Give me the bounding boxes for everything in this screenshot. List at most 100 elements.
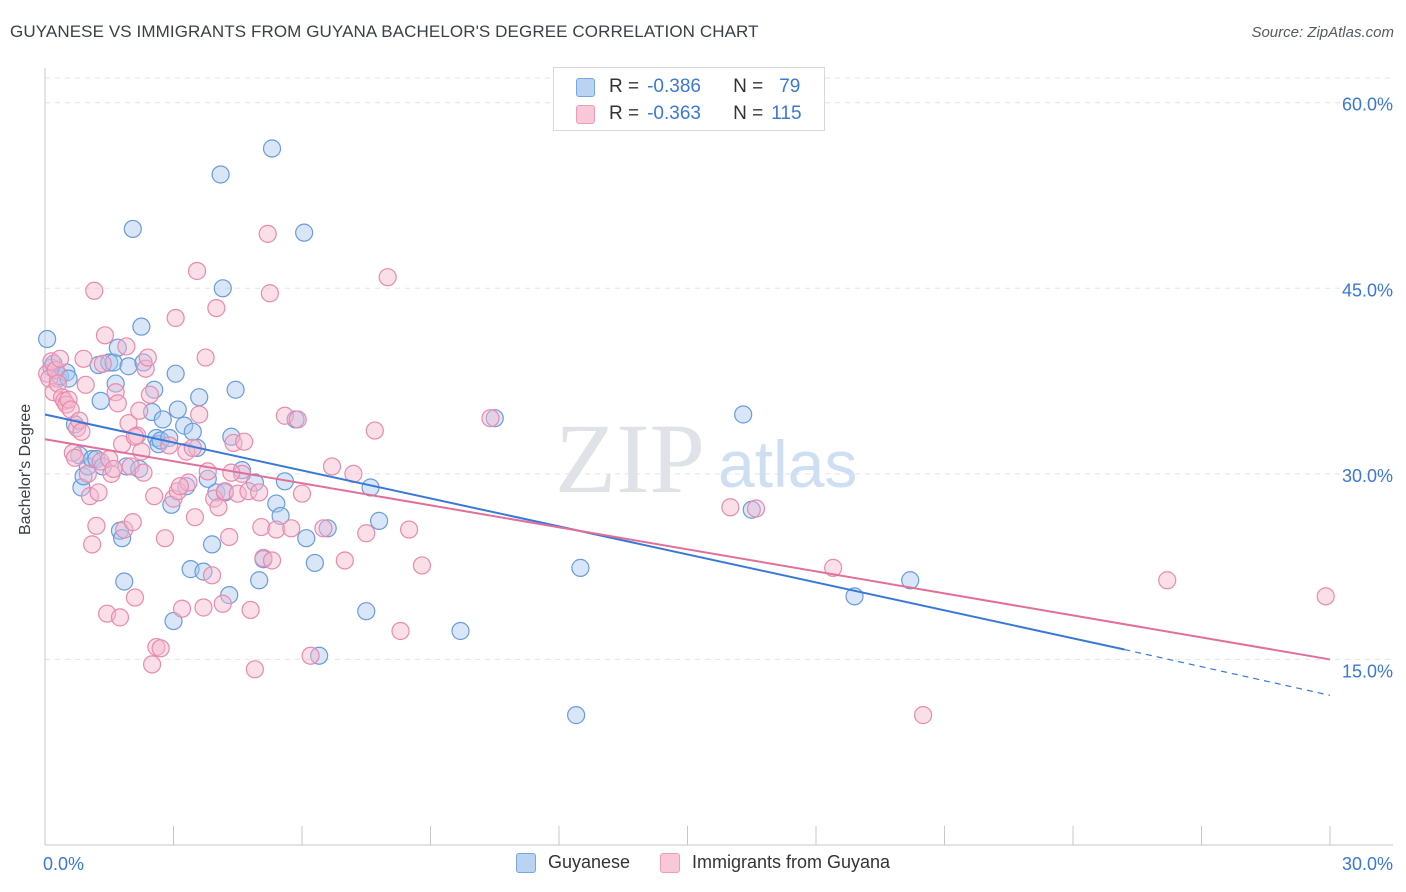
point-immigrants xyxy=(721,498,740,517)
point-immigrants xyxy=(95,326,115,345)
legend-n-value: 115 xyxy=(771,103,802,124)
point-immigrants xyxy=(166,308,185,328)
point-immigrants xyxy=(241,600,260,620)
legend-r-value: -0.363 xyxy=(647,103,701,124)
point-immigrants xyxy=(365,421,384,440)
point-immigrants xyxy=(78,464,97,483)
legend-row-immigrants: R = -0.363 N = 115 xyxy=(576,103,802,125)
point-guyanese xyxy=(250,571,269,590)
point-immigrants xyxy=(260,284,279,303)
point-immigrants xyxy=(282,519,301,538)
point-immigrants xyxy=(87,516,106,535)
point-immigrants xyxy=(412,556,432,575)
point-immigrants xyxy=(481,409,500,428)
point-immigrants xyxy=(187,261,207,281)
legend-label-immigrants: Immigrants from Guyana xyxy=(692,852,891,872)
point-immigrants xyxy=(108,394,127,413)
legend-item-guyanese[interactable]: Guyanese xyxy=(515,852,630,873)
legend-n-label: N = xyxy=(733,103,764,124)
point-immigrants xyxy=(190,405,209,424)
point-immigrants xyxy=(213,594,232,613)
trend-line-immigrants xyxy=(44,438,1331,661)
point-immigrants xyxy=(104,459,123,479)
point-guyanese xyxy=(451,621,470,641)
point-immigrants xyxy=(913,706,933,725)
point-immigrants xyxy=(130,401,149,420)
point-guyanese xyxy=(198,469,217,488)
stats-legend: R = -0.386 N = 79 R = -0.363 N = 115 xyxy=(553,67,825,131)
legend-swatch-blue xyxy=(515,852,536,873)
point-immigrants xyxy=(1158,571,1177,590)
point-guyanese xyxy=(115,572,134,591)
point-immigrants xyxy=(220,527,239,547)
point-immigrants xyxy=(145,487,164,506)
point-guyanese xyxy=(190,388,209,407)
legend-item-immigrants[interactable]: Immigrants from Guyana xyxy=(660,852,890,873)
point-guyanese xyxy=(168,400,187,419)
point-immigrants xyxy=(335,551,354,570)
y-axis-label: Bachelor's Degree xyxy=(17,403,34,535)
point-immigrants xyxy=(322,457,342,476)
point-guyanese xyxy=(485,409,504,428)
point-immigrants xyxy=(194,598,213,617)
tick-labels: 15.0% 30.0% 45.0% 60.0% 0.0% 30.0% xyxy=(43,95,1393,874)
point-immigrants xyxy=(46,360,65,380)
point-guyanese xyxy=(571,558,590,577)
point-immigrants xyxy=(125,588,145,607)
y-tick-label: 45.0% xyxy=(1342,280,1393,300)
point-immigrants xyxy=(142,655,162,674)
point-guyanese xyxy=(166,364,185,383)
point-immigrants xyxy=(235,432,254,451)
point-immigrants xyxy=(228,484,247,503)
y-tick-label: 15.0% xyxy=(1342,661,1393,681)
point-immigrants xyxy=(267,520,286,539)
point-immigrants xyxy=(76,375,95,394)
point-guyanese xyxy=(318,519,337,538)
point-immigrants xyxy=(262,551,282,570)
point-guyanese xyxy=(202,535,222,554)
trend-lines xyxy=(44,413,1331,696)
watermark: ZIP atlas xyxy=(555,403,857,514)
point-guyanese xyxy=(567,706,586,725)
point-immigrants xyxy=(357,524,376,543)
point-guyanese xyxy=(370,511,389,530)
grid-lines xyxy=(45,77,1393,660)
point-immigrants xyxy=(89,483,108,502)
point-immigrants xyxy=(185,508,205,527)
legend-r-label: R = xyxy=(609,76,640,97)
point-immigrants xyxy=(138,348,157,367)
point-immigrants xyxy=(258,224,277,243)
point-immigrants xyxy=(85,281,104,300)
legend-swatch-blue xyxy=(576,77,595,97)
point-immigrants xyxy=(72,422,91,441)
point-guyanese xyxy=(357,602,376,621)
legend-swatch-pink xyxy=(660,852,680,873)
point-guyanese xyxy=(119,357,138,376)
data-points xyxy=(38,139,1335,725)
point-immigrants xyxy=(74,349,93,368)
point-immigrants xyxy=(123,513,142,532)
point-immigrants xyxy=(196,348,215,367)
point-immigrants xyxy=(106,383,125,402)
point-immigrants xyxy=(110,608,130,627)
point-immigrants xyxy=(301,646,320,665)
x-tick-label: 30.0% xyxy=(1342,854,1393,874)
point-immigrants xyxy=(151,639,170,658)
y-tick-label: 30.0% xyxy=(1342,466,1393,486)
chart-title: GUYANESE VS IMMIGRANTS FROM GUYANA BACHE… xyxy=(10,22,759,41)
point-immigrants xyxy=(202,566,222,585)
legend-label-guyanese: Guyanese xyxy=(547,852,630,872)
point-guyanese xyxy=(123,219,142,239)
point-immigrants xyxy=(65,448,85,467)
watermark-atlas: atlas xyxy=(718,427,857,501)
point-guyanese xyxy=(734,405,753,424)
point-guyanese xyxy=(91,391,110,410)
point-guyanese xyxy=(100,353,119,372)
y-tick-label: 60.0% xyxy=(1342,95,1393,115)
series-legend: Guyanese Immigrants from Guyana xyxy=(0,852,1406,873)
point-immigrants xyxy=(250,483,269,502)
point-immigrants xyxy=(288,410,307,429)
point-immigrants xyxy=(245,660,264,679)
point-guyanese xyxy=(297,529,316,548)
